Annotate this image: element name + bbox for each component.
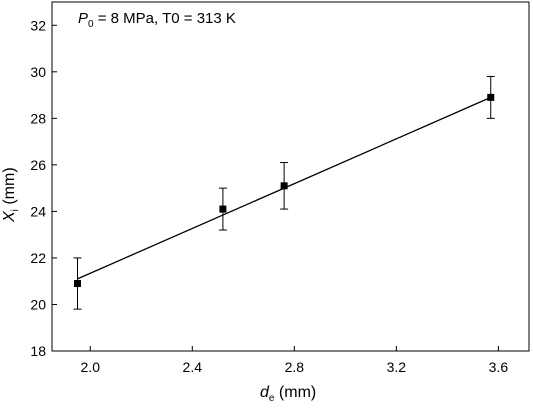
x-tick-label: 2.4 (183, 359, 203, 375)
y-tick-label: 32 (30, 17, 46, 33)
y-tick-label: 28 (30, 110, 46, 126)
x-tick-label: 2.0 (81, 359, 101, 375)
y-tick-label: 24 (30, 203, 46, 219)
x-axis-label-subscript: e (269, 393, 275, 404)
y-tick-label: 26 (30, 157, 46, 173)
y-axis-label-unit: (mm) (1, 167, 18, 209)
data-point (74, 280, 82, 288)
plot-frame (51, 1, 530, 352)
y-tick-label: 22 (30, 250, 46, 266)
x-tick-label: 2.8 (285, 359, 305, 375)
y-axis-label-subscript: i (10, 209, 21, 211)
annotation-symbol: P (78, 10, 88, 27)
y-axis-ticks: 18 20 22 24 26 28 30 32 (30, 17, 57, 359)
data-point (487, 93, 495, 101)
data-point (280, 182, 288, 190)
y-tick-label: 30 (30, 64, 46, 80)
x-axis-ticks: 2.0 2.4 2.8 3.2 3.6 (81, 346, 509, 375)
data-points (74, 93, 495, 288)
y-axis-label: Xi (mm) (1, 167, 21, 223)
y-tick-label: 20 (30, 296, 46, 312)
y-axis-label-symbol: X (1, 210, 18, 223)
x-axis-label-symbol: d (260, 384, 270, 401)
x-tick-label: 3.6 (489, 359, 509, 375)
x-axis-label-unit: (mm) (274, 384, 316, 401)
x-tick-label: 3.2 (387, 359, 407, 375)
annotation-text: = 8 MPa, T0 = 313 K (94, 10, 236, 27)
data-point (219, 205, 227, 213)
error-bars (73, 75, 495, 310)
annotation-symbol-subscript: 0 (88, 19, 94, 30)
y-tick-label: 18 (30, 343, 46, 359)
chart-annotation: P0 = 8 MPa, T0 = 313 K (78, 10, 236, 30)
x-axis-label: de (mm) (260, 384, 316, 404)
